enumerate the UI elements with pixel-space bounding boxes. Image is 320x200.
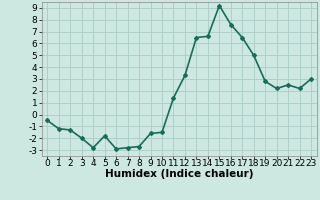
X-axis label: Humidex (Indice chaleur): Humidex (Indice chaleur): [105, 169, 253, 179]
